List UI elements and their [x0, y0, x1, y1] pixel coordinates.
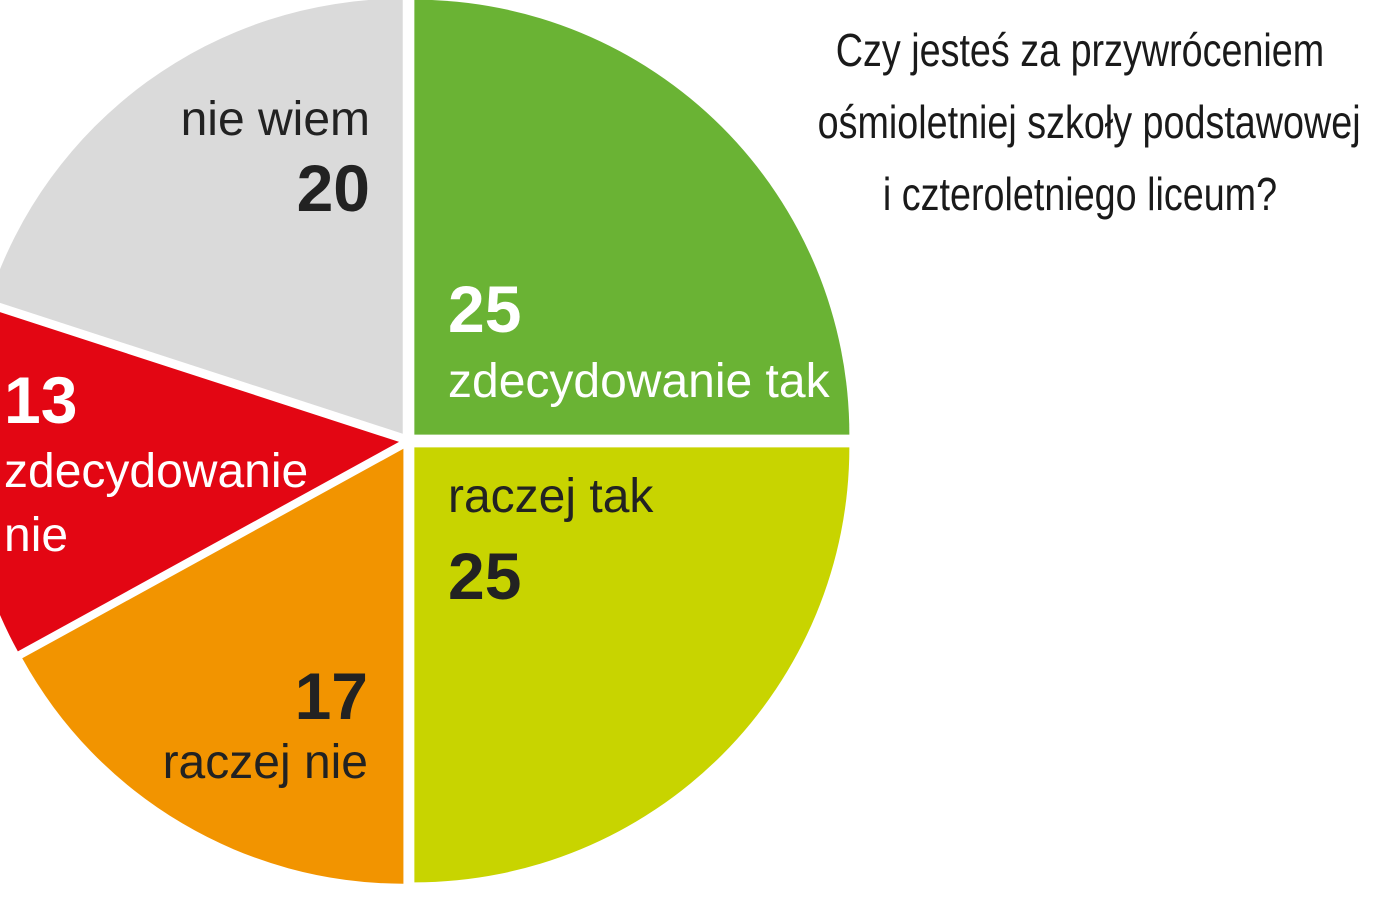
- slice-value-raczej-tak: 25: [448, 539, 521, 613]
- slice-value-zdecydowanie-tak: 25: [448, 272, 521, 346]
- pie-slice-raczej-nie: [22, 448, 404, 884]
- slice-label-zdecydowanie-tak: zdecydowanie tak: [448, 355, 831, 408]
- pie-slice-zdecydowanie-nie: [0, 312, 400, 652]
- pie-slice-zdecydowanie-tak: [414, 0, 850, 435]
- slice-value-raczej-nie: 17: [295, 659, 368, 733]
- slice-value-zdecydowanie-nie: 13: [4, 363, 77, 437]
- slice-value-nie-wiem: 20: [297, 151, 370, 225]
- chart-title: Czy jesteś za przywróceniem ośmioletniej…: [817, 14, 1361, 230]
- slice-label-raczej-nie: raczej nie: [163, 736, 368, 789]
- pie-slice-raczej-tak: [414, 447, 850, 883]
- chart-title-line-1: Czy jesteś za przywróceniem: [835, 24, 1325, 76]
- pie-slices: [0, 0, 850, 884]
- slice-label-raczej-tak: raczej tak: [448, 470, 654, 523]
- chart-title-line-3: i czteroletniego liceum?: [882, 168, 1278, 220]
- slice-label-nie-wiem: nie wiem: [181, 93, 370, 146]
- chart-title-line-2: ośmioletniej szkoły podstawowej: [817, 96, 1361, 148]
- slice-label-zdecydowanie-nie: zdecydowanie: [4, 445, 308, 498]
- slice-label-zdecydowanie-nie: nie: [4, 509, 68, 562]
- pie-slice-nie-wiem: [0, 0, 403, 434]
